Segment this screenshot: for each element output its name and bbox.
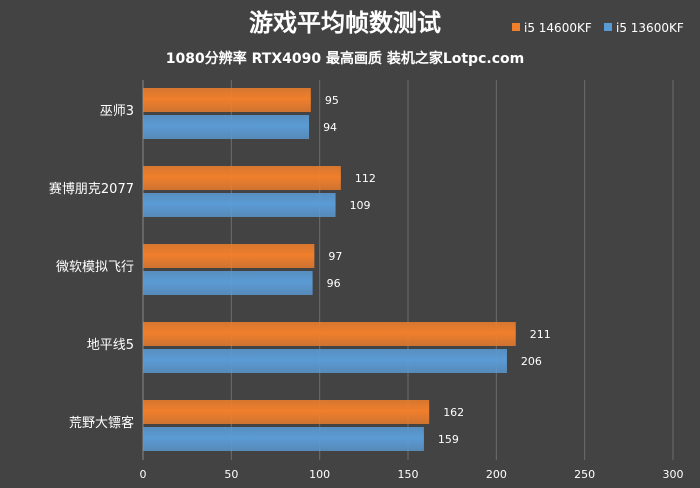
data-label: 96 (327, 277, 341, 290)
x-tick-label: 150 (398, 468, 419, 481)
x-tick-label: 300 (663, 468, 684, 481)
bar-series-1 (143, 322, 516, 346)
x-tick-label: 0 (140, 468, 147, 481)
bar-series-2 (143, 271, 313, 295)
x-tick-label: 250 (574, 468, 595, 481)
gridlines (230, 80, 674, 460)
chart-subtitle: 1080分辨率 RTX4090 最高画质 装机之家Lotpc.com (166, 50, 524, 67)
bar-series-2 (143, 349, 507, 373)
bar-series-1 (143, 88, 311, 112)
x-tick-label: 100 (309, 468, 330, 481)
data-label: 162 (443, 406, 464, 419)
legend-label-series-1: i5 14600KF (524, 21, 592, 35)
x-tick-label: 50 (224, 468, 238, 481)
x-tick-labels: 0 50 100 150 200 250 300 (140, 468, 684, 481)
bar-series-2 (143, 115, 310, 139)
category-label: 赛博朋克2077 (49, 181, 134, 197)
bar-series-1 (143, 400, 430, 424)
data-label: 109 (350, 199, 371, 212)
x-tick-label: 200 (486, 468, 507, 481)
category-label: 巫师3 (100, 104, 134, 119)
data-label: 95 (325, 94, 339, 107)
legend-swatch-series-1 (512, 23, 520, 31)
category-label: 微软模拟飞行 (56, 260, 134, 275)
data-label: 112 (355, 172, 376, 185)
data-label: 94 (323, 121, 337, 134)
bar-series-2 (143, 427, 424, 451)
bars (143, 88, 516, 451)
legend-label-series-2: i5 13600KF (616, 21, 684, 35)
chart-title: 游戏平均帧数测试 (249, 9, 441, 37)
bar-series-2 (143, 193, 336, 217)
legend: i5 14600KF i5 13600KF (512, 21, 684, 35)
category-label: 地平线5 (87, 338, 134, 353)
data-label: 211 (530, 328, 551, 341)
data-label: 159 (438, 433, 459, 446)
category-label: 荒野大镖客 (69, 415, 134, 431)
data-label: 97 (328, 250, 342, 263)
legend-swatch-series-2 (604, 23, 612, 31)
data-label: 206 (521, 355, 542, 368)
bar-series-1 (143, 166, 341, 190)
value-labels: 95 94 112 109 97 96 211 206 162 159 (323, 94, 551, 446)
bar-series-1 (143, 244, 315, 268)
